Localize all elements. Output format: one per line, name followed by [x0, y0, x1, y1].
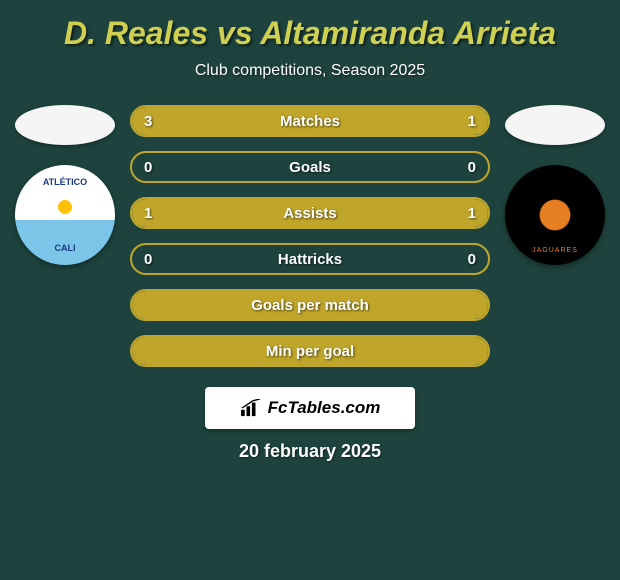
stat-row: Min per goal	[130, 335, 490, 367]
stat-value-right: 1	[468, 205, 476, 222]
stat-row: 3 1 Matches	[130, 105, 490, 137]
stat-label: Min per goal	[266, 343, 354, 360]
watermark-text: FcTables.com	[268, 398, 381, 418]
date: 20 february 2025	[10, 441, 610, 462]
sun-icon	[53, 195, 77, 219]
stat-value-left: 1	[144, 205, 152, 222]
stat-label: Goals	[289, 159, 331, 176]
subtitle: Club competitions, Season 2025	[10, 62, 610, 80]
player-right-avatar	[505, 105, 605, 145]
stat-value-left: 0	[144, 251, 152, 268]
player-left-avatar	[15, 105, 115, 145]
club-logo-right	[505, 165, 605, 265]
chart-icon	[240, 399, 262, 417]
watermark: FcTables.com	[205, 387, 415, 429]
club-logo-left	[15, 165, 115, 265]
stat-value-left: 3	[144, 113, 152, 130]
stat-bar-right	[310, 199, 488, 227]
stats-column: 3 1 Matches 0 0 Goals 1 1 Assists 0 0 Hattricks Goal…	[130, 105, 490, 367]
stat-label: Assists	[283, 205, 336, 222]
main-content: 3 1 Matches 0 0 Goals 1 1 Assists 0 0 Hattricks Goal…	[10, 105, 610, 367]
stat-value-right: 0	[468, 159, 476, 176]
stat-row: Goals per match	[130, 289, 490, 321]
stat-value-right: 1	[468, 113, 476, 130]
stat-value-right: 0	[468, 251, 476, 268]
stat-label: Matches	[280, 113, 340, 130]
page-title: D. Reales vs Altamiranda Arrieta	[10, 15, 610, 52]
infographic-container: D. Reales vs Altamiranda Arrieta Club co…	[0, 0, 620, 580]
stat-row: 0 0 Hattricks	[130, 243, 490, 275]
stat-bar-left	[132, 107, 399, 135]
stat-value-left: 0	[144, 159, 152, 176]
player-left-column	[15, 105, 115, 265]
stat-label: Hattricks	[278, 251, 342, 268]
stat-row: 0 0 Goals	[130, 151, 490, 183]
player-right-column	[505, 105, 605, 265]
jaguar-icon	[520, 180, 590, 250]
stat-label: Goals per match	[251, 297, 369, 314]
stat-row: 1 1 Assists	[130, 197, 490, 229]
